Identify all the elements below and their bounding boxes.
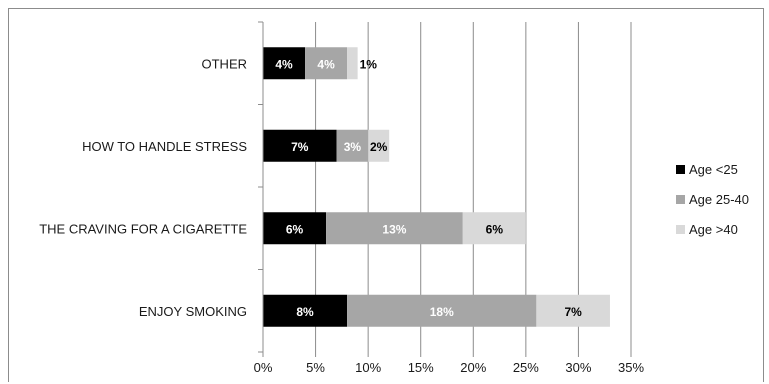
category-label: HOW TO HANDLE STRESS [82, 139, 247, 154]
x-tick-label: 5% [306, 360, 325, 375]
bar-segment [326, 212, 463, 245]
bar-segment [263, 294, 348, 327]
legend-swatch [676, 195, 685, 204]
bar-segment [263, 47, 306, 80]
bars: 8% 18% 7% 6% 13% 6% 7% 3% 2% 4% 4% 1% [263, 47, 610, 327]
data-label: 18% [430, 305, 454, 319]
legend-swatch [676, 225, 685, 234]
data-label: 7% [291, 140, 309, 154]
bar-segment [462, 212, 526, 245]
data-label: 2% [370, 140, 388, 154]
category-label: ENJOY SMOKING [139, 304, 247, 319]
x-tick-label: 25% [513, 360, 539, 375]
bar-segment [347, 47, 358, 80]
data-label: 1% [360, 57, 378, 71]
data-label: 13% [382, 222, 406, 236]
legend-label: Age <25 [689, 162, 738, 177]
legend: Age <25 Age 25-40 Age >40 [676, 162, 749, 237]
data-label: 6% [286, 222, 304, 236]
bar-segment [263, 129, 337, 162]
data-label: 6% [486, 222, 504, 236]
legend-swatch [676, 165, 685, 174]
x-tick-label: 20% [460, 360, 486, 375]
bar-segment [336, 129, 369, 162]
data-label: 4% [317, 57, 335, 71]
x-tick-label: 0% [254, 360, 273, 375]
data-label: 8% [296, 305, 314, 319]
category-label: THE CRAVING FOR A CIGARETTE [39, 221, 247, 236]
bar-segment [305, 47, 348, 80]
bar-segment [347, 294, 537, 327]
category-label: OTHER [202, 56, 248, 71]
x-tick-label: 30% [565, 360, 591, 375]
bar-segment [536, 294, 610, 327]
x-tick-label: 15% [408, 360, 434, 375]
legend-label: Age >40 [689, 222, 738, 237]
bar-segment [368, 129, 390, 162]
data-label: 7% [564, 305, 582, 319]
legend-label: Age 25-40 [689, 192, 749, 207]
data-label: 3% [344, 140, 362, 154]
data-label: 4% [275, 57, 293, 71]
x-tick-label: 35% [618, 360, 644, 375]
axes: 0% 5% 10% 15% 20% 25% 30% 35% ENJOY SMOKING THE C… [39, 21, 644, 375]
x-tick-label: 10% [355, 360, 381, 375]
bar-segment [263, 212, 327, 245]
